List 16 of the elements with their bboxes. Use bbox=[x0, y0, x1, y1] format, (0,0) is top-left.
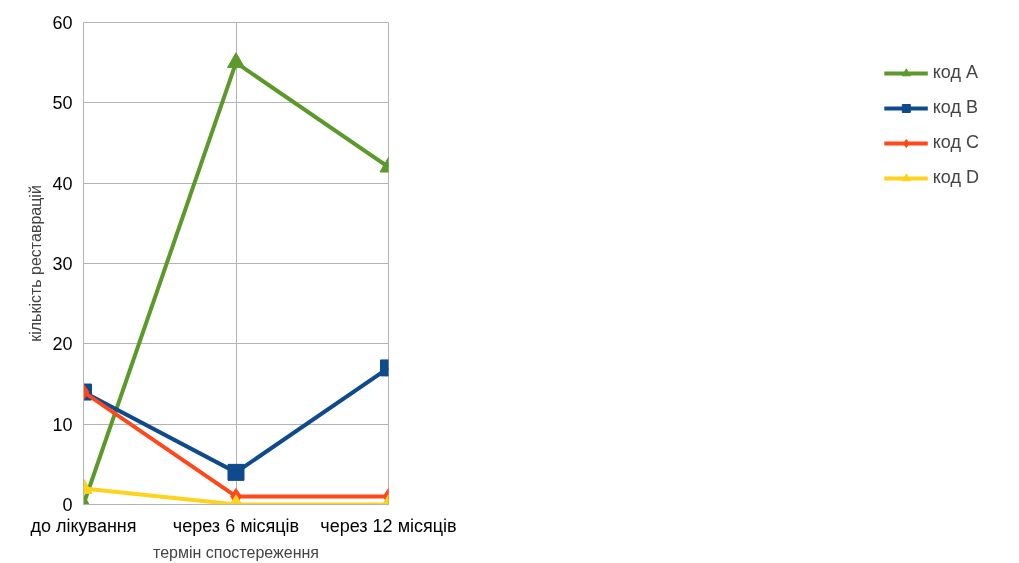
legend-label: код C bbox=[932, 132, 979, 153]
y-tick-label: 0 bbox=[62, 495, 73, 515]
x-tick-label: через 6 місяців bbox=[172, 515, 300, 536]
y-tick-label: 10 bbox=[52, 414, 73, 435]
legend-label: код D bbox=[932, 167, 979, 188]
x-tick-label: через 12 місяців bbox=[320, 515, 457, 536]
legend-label: код B bbox=[932, 97, 978, 118]
legend-label: код A bbox=[932, 62, 978, 83]
y-axis-title: кількість реставрацій bbox=[27, 185, 45, 342]
y-tick-label: 20 bbox=[52, 334, 73, 355]
y-tick-label: 60 bbox=[52, 13, 73, 33]
x-axis-title: термін спостереження bbox=[153, 543, 319, 561]
y-tick-label: 50 bbox=[52, 93, 73, 114]
y-tick-label: 30 bbox=[52, 254, 73, 274]
x-tick-label: до лікування bbox=[30, 515, 137, 536]
y-tick-label: 40 bbox=[52, 173, 73, 194]
